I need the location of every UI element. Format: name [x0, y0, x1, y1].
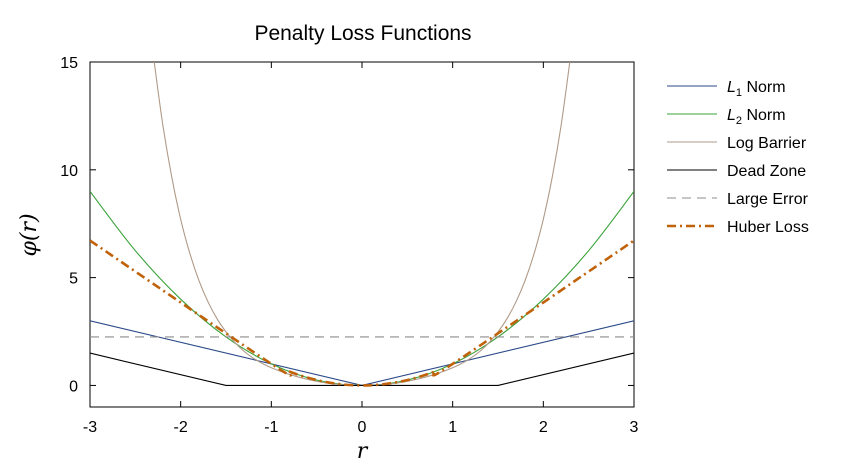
- x-tick-label: 1: [448, 419, 457, 436]
- y-tick-label: 0: [69, 378, 78, 395]
- y-tick-label: 5: [69, 271, 78, 288]
- series-line-dead-zone: [90, 352, 634, 386]
- chart-title: Penalty Loss Functions: [254, 22, 471, 45]
- legend: L1 Norm L2 Norm Log Barrier Dead Zone Large …: [667, 79, 809, 236]
- series-line-l1-norm: [90, 320, 634, 386]
- x-tick-label: 3: [630, 419, 639, 436]
- x-tick-label: 0: [358, 419, 367, 436]
- legend-label: Huber Loss: [727, 219, 809, 236]
- y-tick-label: 10: [60, 163, 78, 180]
- y-axis-label: φ(r): [17, 213, 42, 256]
- series-line-log-barrier: [153, 62, 571, 386]
- legend-label: Dead Zone: [727, 163, 806, 180]
- x-tick-label: -2: [174, 419, 188, 436]
- ticks-layer: -3 -2 -1 0 1 2 3 0 5 10 15: [60, 55, 638, 436]
- x-axis-label: r: [357, 439, 369, 464]
- y-tick-label: 15: [60, 55, 78, 72]
- legend-label: L2 Norm: [727, 107, 786, 127]
- x-tick-label: -3: [83, 419, 97, 436]
- x-tick-label: 2: [539, 419, 548, 436]
- legend-label: Large Error: [727, 191, 809, 208]
- legend-label: L1 Norm: [727, 79, 786, 99]
- x-tick-label: -1: [264, 419, 278, 436]
- series-line-huber-loss: [90, 239, 634, 387]
- series-layer: [90, 62, 634, 387]
- plot-frame: [89, 61, 635, 408]
- series-line-l2-norm: [90, 191, 634, 386]
- legend-label: Log Barrier: [727, 135, 807, 152]
